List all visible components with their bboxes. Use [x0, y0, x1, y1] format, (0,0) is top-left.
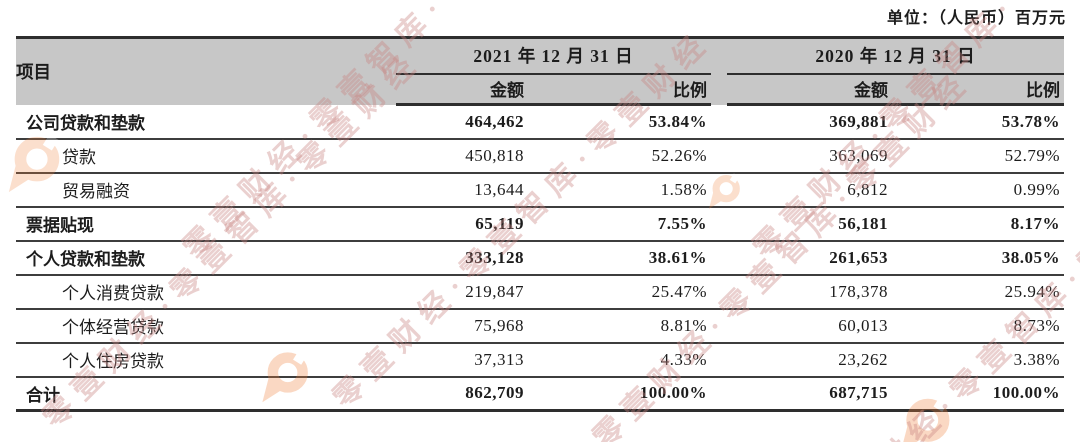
ratio-2021: 53.84% [528, 104, 711, 140]
ratio-2020: 100.00% [892, 376, 1064, 412]
row-label: 公司贷款和垫款 [16, 104, 396, 140]
amount-2021: 37,313 [396, 342, 528, 378]
ratio-2020: 0.99% [892, 172, 1064, 208]
column-header-item: 项目 [16, 37, 396, 105]
amount-2021: 219,847 [396, 274, 528, 310]
ratio-2021: 25.47% [528, 274, 711, 310]
column-header-amount-2021: 金额 [396, 73, 528, 106]
amount-2020: 60,013 [727, 308, 892, 344]
row-label: 个人住房贷款 [16, 342, 396, 378]
row-spacer [711, 240, 727, 276]
column-spacer [711, 37, 727, 105]
row-label: 贷款 [16, 138, 396, 174]
column-group-2020: 2020 年 12 月 31 日 [727, 37, 1064, 75]
ratio-2020: 53.78% [892, 104, 1064, 140]
table-row: 合计 862,709 100.00% 687,715 100.00% [16, 376, 1064, 412]
amount-2020: 178,378 [727, 274, 892, 310]
row-spacer [711, 308, 727, 344]
amount-2020: 369,881 [727, 104, 892, 140]
column-header-ratio-2020: 比例 [892, 73, 1064, 106]
row-label: 个人贷款和垫款 [16, 240, 396, 276]
amount-2020: 363,069 [727, 138, 892, 174]
ratio-2021: 8.81% [528, 308, 711, 344]
amount-2020: 6,812 [727, 172, 892, 208]
ratio-2020: 25.94% [892, 274, 1064, 310]
table-row: 公司贷款和垫款 464,462 53.84% 369,881 53.78% [16, 104, 1064, 140]
ratio-2021: 1.58% [528, 172, 711, 208]
table-row: 个人住房贷款 37,313 4.33% 23,262 3.38% [16, 342, 1064, 378]
ratio-2021: 7.55% [528, 206, 711, 242]
row-spacer [711, 376, 727, 412]
row-spacer [711, 206, 727, 242]
ratio-2020: 3.38% [892, 342, 1064, 378]
amount-2021: 65,119 [396, 206, 528, 242]
amount-2020: 23,262 [727, 342, 892, 378]
amount-2020: 56,181 [727, 206, 892, 242]
table-row: 个人贷款和垫款 333,128 38.61% 261,653 38.05% [16, 240, 1064, 276]
ratio-2021: 38.61% [528, 240, 711, 276]
table-row: 个体经营贷款 75,968 8.81% 60,013 8.73% [16, 308, 1064, 344]
ratio-2021: 52.26% [528, 138, 711, 174]
amount-2020: 687,715 [727, 376, 892, 412]
amount-2021: 464,462 [396, 104, 528, 140]
ratio-2021: 4.33% [528, 342, 711, 378]
row-label: 个体经营贷款 [16, 308, 396, 344]
amount-2021: 862,709 [396, 376, 528, 412]
row-label: 票据贴现 [16, 206, 396, 242]
column-group-2021: 2021 年 12 月 31 日 [396, 37, 711, 75]
row-label: 个人消费贷款 [16, 274, 396, 310]
row-spacer [711, 104, 727, 140]
ratio-2021: 100.00% [528, 376, 711, 412]
amount-2021: 75,968 [396, 308, 528, 344]
ratio-2020: 8.17% [892, 206, 1064, 242]
ratio-2020: 52.79% [892, 138, 1064, 174]
amount-2021: 450,818 [396, 138, 528, 174]
ratio-2020: 38.05% [892, 240, 1064, 276]
amount-2020: 261,653 [727, 240, 892, 276]
column-header-amount-2020: 金额 [727, 73, 892, 106]
row-label: 贸易融资 [16, 172, 396, 208]
row-spacer [711, 138, 727, 174]
ratio-2020: 8.73% [892, 308, 1064, 344]
table-row: 票据贴现 65,119 7.55% 56,181 8.17% [16, 206, 1064, 242]
table-row: 贸易融资 13,644 1.58% 6,812 0.99% [16, 172, 1064, 208]
amount-2021: 333,128 [396, 240, 528, 276]
loan-breakdown-table: 项目 2021 年 12 月 31 日 2020 年 12 月 31 日 金额 … [16, 36, 1064, 412]
row-label: 合计 [16, 376, 396, 412]
table-header: 项目 2021 年 12 月 31 日 2020 年 12 月 31 日 金额 … [16, 37, 1064, 106]
table-body: 公司贷款和垫款 464,462 53.84% 369,881 53.78% 贷款… [16, 104, 1064, 412]
column-header-ratio-2021: 比例 [528, 73, 711, 106]
row-spacer [711, 342, 727, 378]
row-spacer [711, 274, 727, 310]
unit-note: 单位：（人民币）百万元 [886, 10, 1066, 27]
row-spacer [711, 172, 727, 208]
amount-2021: 13,644 [396, 172, 528, 208]
table-row: 个人消费贷款 219,847 25.47% 178,378 25.94% [16, 274, 1064, 310]
table-row: 贷款 450,818 52.26% 363,069 52.79% [16, 138, 1064, 174]
